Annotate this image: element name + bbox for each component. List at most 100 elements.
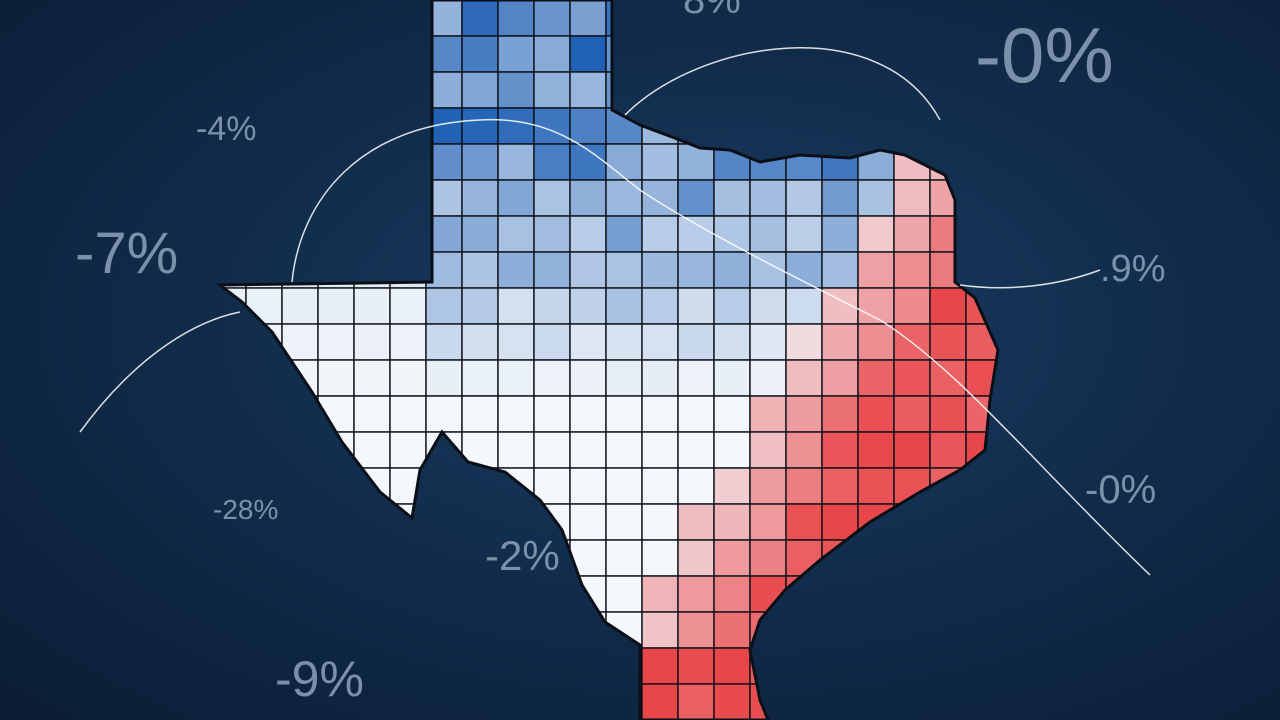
county-cell [605, 215, 643, 253]
county-cell [317, 107, 355, 145]
county-cell [220, 611, 247, 649]
county-cell [317, 467, 355, 505]
county-cell [245, 35, 283, 73]
county-cell [353, 143, 391, 181]
county-cell [461, 71, 499, 109]
county-cell [353, 395, 391, 433]
county-cell [389, 35, 427, 73]
county-cell [893, 467, 931, 505]
county-cell [317, 611, 355, 649]
county-cell [641, 431, 679, 469]
county-cell [785, 359, 823, 397]
county-cell [497, 287, 535, 325]
county-cell [1002, 432, 1038, 468]
county-cell [389, 611, 427, 649]
county-cell [1002, 504, 1038, 540]
county-cell [389, 359, 427, 397]
percent-label: -7% [75, 221, 179, 286]
county-cell [245, 323, 283, 361]
county-cell [497, 431, 535, 469]
county-cell [929, 503, 967, 541]
county-cell [641, 287, 679, 325]
county-cell [220, 431, 247, 469]
county-cell [1002, 252, 1038, 288]
county-cell [929, 539, 967, 577]
county-cell [1002, 540, 1038, 576]
county-cell [389, 71, 427, 109]
county-cell [929, 323, 967, 361]
county-cell [281, 179, 319, 217]
county-cell [533, 647, 571, 685]
county-cell [857, 647, 895, 685]
county-cell [461, 215, 499, 253]
county-cell [389, 431, 427, 469]
county-cell [245, 251, 283, 289]
county-cell [1002, 324, 1038, 360]
percent-label: -0% [1085, 468, 1157, 512]
county-cell [857, 395, 895, 433]
county-cell [677, 251, 715, 289]
county-cell [677, 35, 715, 73]
county-cell [893, 611, 931, 649]
county-cell [533, 143, 571, 181]
county-cell [713, 323, 751, 361]
county-cell [821, 143, 859, 181]
county-cell [533, 683, 571, 720]
county-cell [929, 647, 967, 685]
county-cell [785, 251, 823, 289]
county-cell [220, 143, 247, 181]
county-cell [821, 323, 859, 361]
county-cell [641, 323, 679, 361]
county-cell [389, 0, 427, 37]
county-cell [893, 251, 931, 289]
county-cell [281, 0, 319, 37]
county-cell [929, 395, 967, 433]
county-cell [857, 0, 895, 37]
county-cell [497, 107, 535, 145]
county-cell [220, 179, 247, 217]
county-cell [425, 323, 463, 361]
county-cell [857, 539, 895, 577]
county-cell [821, 107, 859, 145]
county-cell [749, 107, 787, 145]
county-cell [1002, 468, 1038, 504]
county-cell [533, 359, 571, 397]
county-cell [461, 647, 499, 685]
county-cell [497, 215, 535, 253]
county-cell [893, 287, 931, 325]
county-cell [353, 179, 391, 217]
county-cell [749, 539, 787, 577]
county-cell [857, 611, 895, 649]
county-cell [857, 179, 895, 217]
county-cell [461, 0, 499, 37]
county-cell [605, 251, 643, 289]
trend-curve [79, 311, 241, 433]
county-cell [965, 539, 998, 577]
county-cell [497, 143, 535, 181]
county-cell [641, 611, 679, 649]
county-cell [785, 575, 823, 613]
county-cell [965, 467, 998, 505]
county-cell [569, 395, 607, 433]
county-cell [245, 143, 283, 181]
county-cell [857, 251, 895, 289]
county-cell [785, 287, 823, 325]
county-cell [929, 215, 967, 253]
county-cell [353, 611, 391, 649]
county-cell [677, 611, 715, 649]
county-cell [929, 143, 967, 181]
county-cell [965, 503, 998, 541]
county-cell [497, 251, 535, 289]
county-cell [425, 611, 463, 649]
county-cell [497, 467, 535, 505]
county-cell [641, 647, 679, 685]
county-cell [281, 539, 319, 577]
county-cell [245, 71, 283, 109]
county-cell [569, 35, 607, 73]
county-cell [389, 287, 427, 325]
county-cell [461, 611, 499, 649]
county-cell [677, 215, 715, 253]
county-cell [569, 323, 607, 361]
county-cell [461, 323, 499, 361]
